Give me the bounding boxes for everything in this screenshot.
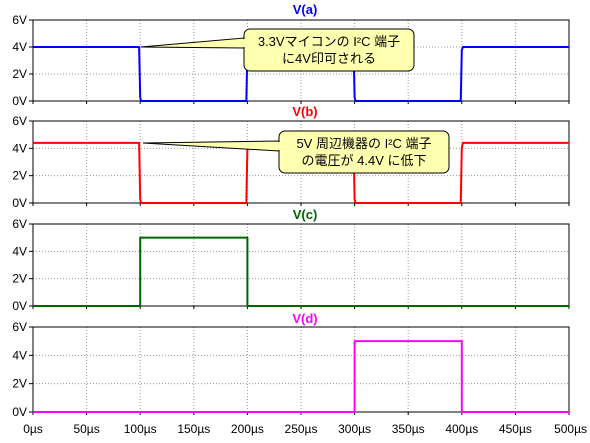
x-tick-label: 350µs (392, 422, 425, 436)
y-tick-label: 0V (12, 405, 27, 419)
y-tick-label: 0V (12, 299, 27, 313)
x-tick-label: 50µs (73, 422, 99, 436)
y-tick-label: 0V (12, 94, 27, 108)
plot-frame (32, 19, 570, 102)
x-tick-label: 500µs (554, 422, 587, 436)
callout-box (243, 28, 415, 72)
x-tick-label: 400µs (445, 422, 478, 436)
x-tick-label: 300µs (338, 422, 371, 436)
panel-title: V(c) (293, 207, 318, 222)
panel-3: 0V 2V 4V 6V V(d) (12, 311, 570, 419)
callout-text: 3.3Vマイコンの I²C 端子 (258, 34, 400, 49)
y-tick-label: 4V (12, 348, 27, 362)
panel-title: V(d) (292, 311, 317, 326)
callout-text: に4V印可される (282, 51, 376, 66)
y-tick-label: 6V (12, 217, 27, 231)
x-tick-label: 100µs (124, 422, 157, 436)
x-tick-label: 150µs (177, 422, 210, 436)
x-tick-label: 250µs (285, 422, 318, 436)
callout-text: 5V 周辺機器の I²C 端子 (296, 136, 431, 151)
callout-pointer (142, 140, 280, 152)
callout-pointer (140, 37, 245, 49)
y-tick-label: 6V (12, 320, 27, 334)
y-tick-label: 4V (12, 40, 27, 54)
panel-2: 0V 2V 4V 6V V(c) (12, 207, 570, 313)
panel-title: V(a) (293, 2, 318, 17)
x-tick-label: 450µs (499, 422, 532, 436)
y-tick-label: 2V (12, 377, 27, 391)
y-tick-label: 4V (12, 141, 27, 155)
callout-box (278, 130, 450, 174)
y-tick-label: 6V (12, 114, 27, 128)
series-line (33, 340, 569, 413)
x-tick-label: 0µs (23, 422, 43, 436)
plot-frame (32, 120, 570, 204)
callout-text: の電圧が 4.4V に低下 (302, 153, 427, 168)
y-tick-label: 6V (12, 13, 27, 27)
panel-title: V(b) (292, 104, 317, 119)
y-tick-label: 2V (12, 67, 27, 81)
y-tick-label: 0V (12, 196, 27, 210)
y-tick-label: 2V (12, 169, 27, 183)
y-tick-label: 4V (12, 244, 27, 258)
x-tick-label: 200µs (231, 422, 264, 436)
y-tick-label: 2V (12, 272, 27, 286)
series-line (33, 236, 569, 307)
